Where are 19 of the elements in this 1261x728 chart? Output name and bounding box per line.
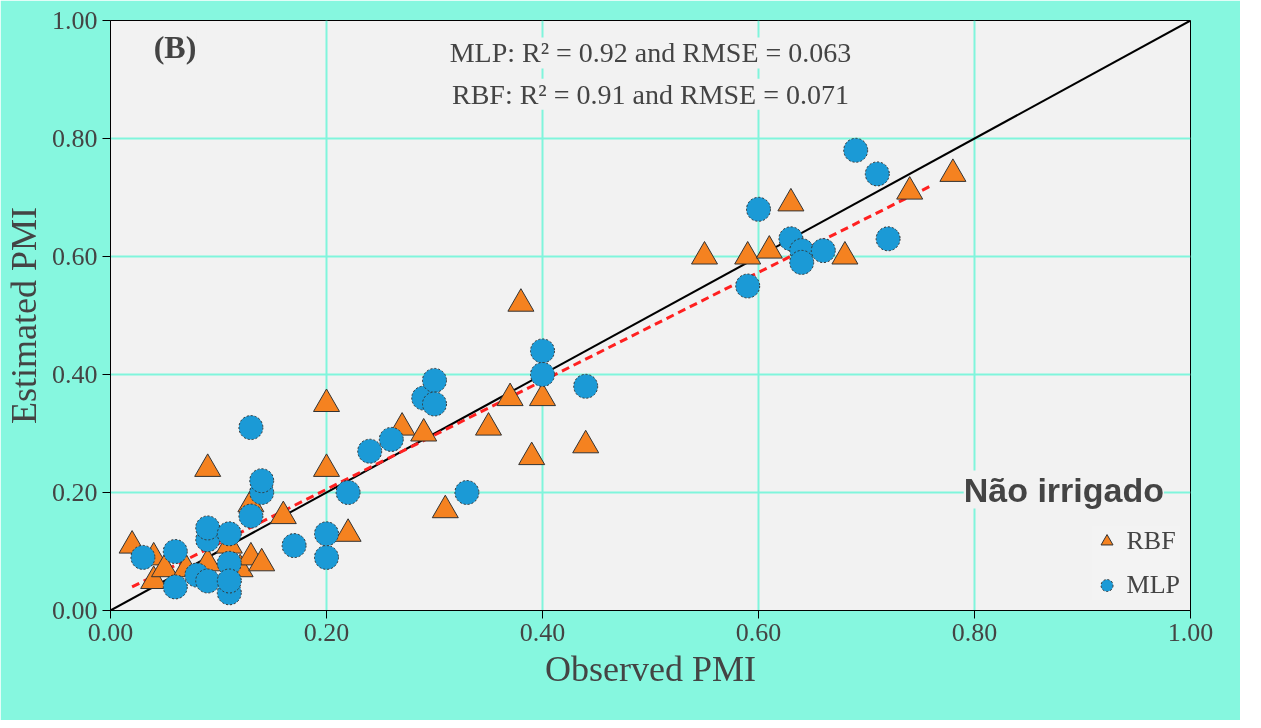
y-tick-label: 0.40: [52, 360, 98, 389]
x-tick-label: 0.40: [519, 617, 566, 647]
annotation: Não irrigado: [963, 470, 1164, 509]
x-tick-label: 0.20: [303, 617, 350, 647]
y-tick-label: 1.00: [52, 6, 98, 35]
y-tick-label: 0.80: [52, 124, 98, 153]
x-tick-label: 1.00: [1167, 617, 1214, 647]
annotation: MLP: R² = 0.92 and RMSE = 0.063: [449, 37, 852, 69]
x-tick-label: 0.80: [951, 617, 998, 647]
annotation: RBF: R² = 0.91 and RMSE = 0.071: [451, 78, 850, 110]
annotation: (B): [153, 29, 197, 66]
y-tick-label: 0.60: [52, 242, 98, 271]
y-tick-label: 0.20: [52, 478, 98, 507]
y-axis-title: Estimated PMI: [4, 207, 44, 424]
y-tick-label: 0.00: [52, 596, 98, 625]
x-axis-title: Observed PMI: [545, 648, 756, 689]
legend-label: RBF: [1126, 526, 1176, 556]
legend-label: MLP: [1126, 570, 1180, 600]
x-tick-label: 0.60: [735, 617, 782, 647]
